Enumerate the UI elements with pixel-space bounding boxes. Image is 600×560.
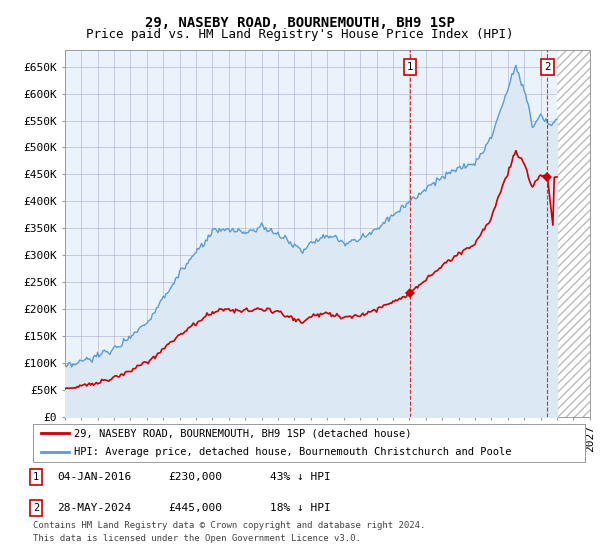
Text: 18% ↓ HPI: 18% ↓ HPI [270,503,331,513]
Text: 43% ↓ HPI: 43% ↓ HPI [270,472,331,482]
Text: 29, NASEBY ROAD, BOURNEMOUTH, BH9 1SP: 29, NASEBY ROAD, BOURNEMOUTH, BH9 1SP [145,16,455,30]
Text: This data is licensed under the Open Government Licence v3.0.: This data is licensed under the Open Gov… [33,534,361,543]
Text: 1: 1 [407,62,413,72]
Text: 29, NASEBY ROAD, BOURNEMOUTH, BH9 1SP (detached house): 29, NASEBY ROAD, BOURNEMOUTH, BH9 1SP (d… [74,428,412,438]
Text: 1: 1 [33,472,39,482]
Text: 2: 2 [544,62,551,72]
Text: Contains HM Land Registry data © Crown copyright and database right 2024.: Contains HM Land Registry data © Crown c… [33,521,425,530]
Bar [557,50,590,417]
Text: HPI: Average price, detached house, Bournemouth Christchurch and Poole: HPI: Average price, detached house, Bour… [74,447,512,458]
Text: £230,000: £230,000 [168,472,222,482]
Text: 28-MAY-2024: 28-MAY-2024 [57,503,131,513]
Text: 04-JAN-2016: 04-JAN-2016 [57,472,131,482]
Bar [557,50,590,417]
Text: £445,000: £445,000 [168,503,222,513]
Text: Price paid vs. HM Land Registry's House Price Index (HPI): Price paid vs. HM Land Registry's House … [86,28,514,41]
Text: 2: 2 [33,503,39,513]
